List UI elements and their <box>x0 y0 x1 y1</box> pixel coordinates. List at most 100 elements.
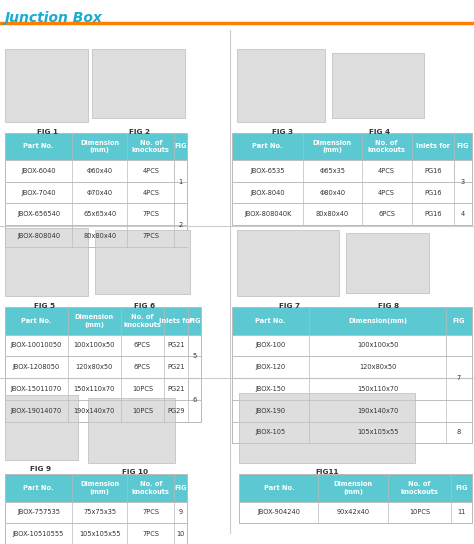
Bar <box>232 203 472 225</box>
Text: Dimension
(mm): Dimension (mm) <box>80 140 119 153</box>
Text: 1: 1 <box>179 178 183 185</box>
Bar <box>5 474 187 544</box>
Text: JBOX-808040K: JBOX-808040K <box>244 211 291 218</box>
Text: 4PCS: 4PCS <box>378 168 395 174</box>
Text: FIG 4: FIG 4 <box>369 129 390 135</box>
Text: 80x80x40: 80x80x40 <box>83 233 116 239</box>
Bar <box>232 356 472 378</box>
Text: Part No.: Part No. <box>23 485 54 491</box>
Text: PG21: PG21 <box>167 364 185 370</box>
Text: JBOX-105: JBOX-105 <box>255 429 286 436</box>
Text: 4: 4 <box>461 211 465 218</box>
Bar <box>5 160 187 182</box>
Text: Inlets for: Inlets for <box>416 143 450 150</box>
Text: Inlets for: Inlets for <box>159 318 193 324</box>
Bar <box>232 133 472 225</box>
Bar <box>239 474 472 502</box>
Text: 10PCS: 10PCS <box>132 407 153 414</box>
Bar <box>5 228 88 296</box>
Bar <box>232 378 472 400</box>
Bar <box>92 49 185 118</box>
Text: FIG11: FIG11 <box>315 469 339 475</box>
Text: 10: 10 <box>177 531 185 537</box>
Text: 5: 5 <box>192 353 197 360</box>
Bar <box>5 400 201 422</box>
Bar <box>5 133 187 247</box>
Bar <box>232 400 472 422</box>
Text: Φ60x40: Φ60x40 <box>87 168 113 174</box>
Text: Junction Box: Junction Box <box>5 11 102 25</box>
Text: Φ65x35: Φ65x35 <box>319 168 345 174</box>
Text: Part No.: Part No. <box>255 318 286 324</box>
Text: FIG 6: FIG 6 <box>134 303 155 309</box>
Text: PG16: PG16 <box>424 168 441 174</box>
Text: 190x140x70: 190x140x70 <box>357 407 398 414</box>
Text: 10PCS: 10PCS <box>132 386 153 392</box>
Bar <box>5 356 201 378</box>
Bar <box>5 225 187 247</box>
Bar <box>174 203 187 247</box>
Text: 90x42x40: 90x42x40 <box>337 509 370 516</box>
Text: Dimension
(mm): Dimension (mm) <box>313 140 352 153</box>
Text: 150x110x70: 150x110x70 <box>357 386 398 392</box>
Text: 190x140x70: 190x140x70 <box>73 407 115 414</box>
Bar <box>95 230 190 294</box>
Text: 4PCS: 4PCS <box>378 189 395 196</box>
Text: 105x105x55: 105x105x55 <box>357 429 399 436</box>
Text: FIG 1: FIG 1 <box>37 129 58 135</box>
Text: FIG 8: FIG 8 <box>378 303 399 309</box>
Text: 150x110x70: 150x110x70 <box>73 386 115 392</box>
Bar <box>5 49 88 122</box>
Text: JBOX-6040: JBOX-6040 <box>21 168 56 174</box>
Text: 120x80x50: 120x80x50 <box>75 364 113 370</box>
Text: 7: 7 <box>457 375 461 381</box>
Bar <box>232 422 472 443</box>
Text: No. of
knockouts: No. of knockouts <box>124 314 161 327</box>
Bar <box>188 335 201 378</box>
Text: FIG 5: FIG 5 <box>35 303 55 309</box>
Bar <box>5 203 187 225</box>
Text: Dimension
(mm): Dimension (mm) <box>334 481 373 494</box>
Text: No. of
knockouts: No. of knockouts <box>132 140 170 153</box>
Text: 6PCS: 6PCS <box>134 342 151 349</box>
Text: 120x80x50: 120x80x50 <box>359 364 396 370</box>
Bar <box>239 474 472 523</box>
Text: Part No.: Part No. <box>264 485 294 491</box>
Text: PG21: PG21 <box>167 342 185 349</box>
Text: 10PCS: 10PCS <box>409 509 430 516</box>
Bar <box>237 230 339 296</box>
Bar <box>174 160 187 203</box>
Bar <box>5 474 187 502</box>
Bar <box>5 502 187 523</box>
Text: 65x65x40: 65x65x40 <box>83 211 116 218</box>
Text: Dimension
(mm): Dimension (mm) <box>75 314 114 327</box>
Text: JBOX-10510555: JBOX-10510555 <box>13 531 64 537</box>
Text: Part No.: Part No. <box>23 143 54 150</box>
Text: JBOX-1208050: JBOX-1208050 <box>13 364 60 370</box>
Text: 4PCS: 4PCS <box>142 168 159 174</box>
Text: 100x100x50: 100x100x50 <box>357 342 399 349</box>
Text: FIG: FIG <box>456 143 469 150</box>
Text: FIG 2: FIG 2 <box>129 129 150 135</box>
Bar <box>5 335 201 356</box>
Text: 2: 2 <box>179 222 183 228</box>
Text: FIG: FIG <box>174 485 187 491</box>
Text: 3: 3 <box>461 178 465 185</box>
Text: 7PCS: 7PCS <box>142 233 159 239</box>
Text: FIG: FIG <box>188 318 201 324</box>
Text: No. of
knockouts: No. of knockouts <box>368 140 406 153</box>
Text: Φ70x40: Φ70x40 <box>87 189 113 196</box>
Bar <box>454 160 472 203</box>
Text: FIG 3: FIG 3 <box>272 129 292 135</box>
Text: FIG: FIG <box>174 143 187 150</box>
Text: JBOX-7040: JBOX-7040 <box>21 189 56 196</box>
Text: PG21: PG21 <box>167 386 185 392</box>
Text: JBOX-6535: JBOX-6535 <box>250 168 285 174</box>
Text: 100x100x50: 100x100x50 <box>73 342 115 349</box>
Text: 9: 9 <box>179 509 183 516</box>
Text: Part No.: Part No. <box>21 318 52 324</box>
Bar <box>232 133 472 160</box>
Bar <box>237 49 325 122</box>
Text: JBOX-10010050: JBOX-10010050 <box>10 342 62 349</box>
Bar <box>232 335 472 356</box>
